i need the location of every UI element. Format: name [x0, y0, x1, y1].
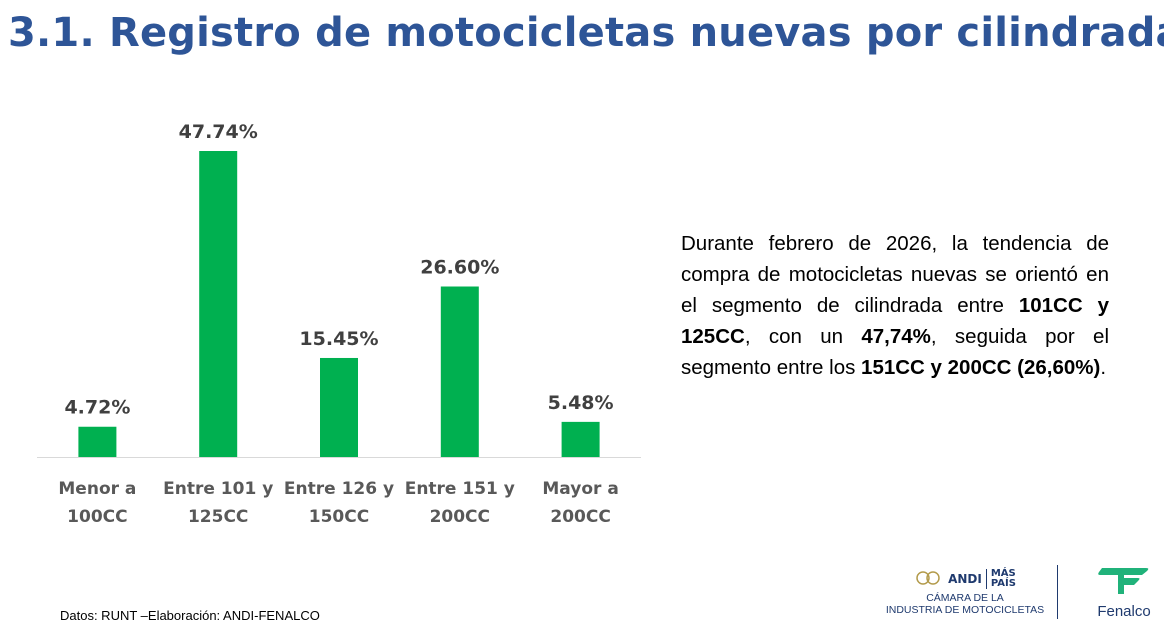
andi-wordmark: ANDI [948, 572, 982, 586]
fenalco-logo: Fenalco [1086, 566, 1162, 622]
commentary-text: Durante febrero de 2026, la tendencia de… [681, 228, 1109, 383]
mas-text: MÁS [990, 568, 1016, 579]
source-note: Datos: RUNT –Elaboración: ANDI-FENALCO [60, 608, 320, 623]
x-tick-label-1-1: 125CC [188, 507, 248, 527]
commentary-bold-3: 151CC y 200CC (26,60%) [861, 356, 1101, 379]
commentary-text-3: , seguida por el segmento entre los [681, 325, 1109, 379]
fenalco-wordmark: Fenalco [1097, 603, 1151, 620]
x-tick-label-3-1: 200CC [430, 507, 490, 527]
data-label-2: 15.45% [299, 328, 378, 350]
bar-chart: 4.72% Menor a 100CC 47.74% Entre 101 y 125CC 1… [37, 121, 641, 527]
andi-line-2: INDUSTRIA DE MOTOCICLETAS [885, 604, 1045, 616]
logo-divider [1057, 565, 1058, 619]
data-label-3: 26.60% [420, 257, 499, 279]
x-tick-label-0-1: 100CC [67, 507, 127, 527]
data-label-0: 4.72% [64, 397, 130, 419]
commentary-bold-1: 101CC y 125CC [681, 294, 1109, 348]
x-tick-label-1-0: Entre 101 y [163, 479, 273, 499]
andi-separator [985, 569, 987, 589]
page-title: 3.1. Registro de motocicletas nuevas por… [8, 10, 1164, 56]
commentary-bold-2: 47,74% [861, 325, 931, 348]
mas-pais-wordmark: MÁS PAÍS [991, 569, 1016, 589]
andi-logo-top: ANDI MÁS PAÍS [880, 566, 1050, 592]
x-tick-label-2-1: 150CC [309, 507, 369, 527]
x-tick-label-3-0: Entre 151 y [405, 479, 515, 499]
andi-logo: ANDI MÁS PAÍS CÁMARA DE LA INDUSTRIA DE M… [880, 566, 1050, 622]
data-label-1: 47.74% [179, 121, 258, 143]
x-tick-label-4-1: 200CC [550, 507, 610, 527]
x-tick-label-4-0: Mayor a [542, 479, 618, 499]
bar-2 [320, 357, 358, 457]
x-tick-label-2-0: Entre 126 y [284, 479, 394, 499]
bar-1 [199, 151, 238, 457]
fenalco-f-icon [1098, 568, 1149, 594]
data-label-4: 5.48% [548, 392, 614, 414]
pais-text: PAÍS [990, 578, 1016, 589]
bar-4 [561, 421, 600, 457]
x-tick-label-0-0: Menor a [58, 479, 136, 499]
bar-3 [440, 286, 479, 457]
commentary-text-1: Durante febrero de 2026, la tendencia de… [681, 232, 1109, 317]
andi-rings-icon [916, 571, 940, 585]
commentary-text-2: , con un [744, 325, 862, 348]
bar-0 [78, 426, 117, 457]
andi-line-1: CÁMARA DE LA [926, 592, 1004, 604]
commentary-text-4: . [1100, 356, 1107, 379]
